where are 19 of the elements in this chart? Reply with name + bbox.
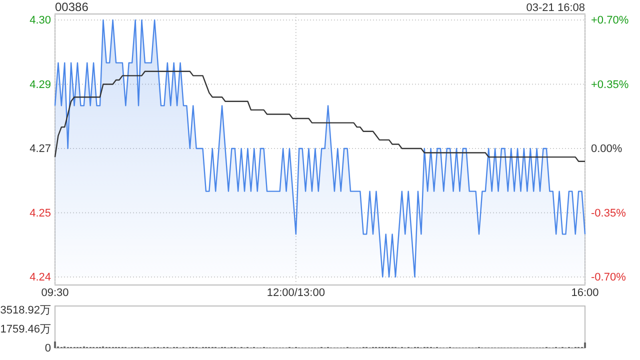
text: 03-21 16:08 [526, 2, 585, 14]
y-tick-label: 4.27 [30, 143, 51, 156]
y-tick-label: 0 [44, 342, 51, 355]
y-tick-label: 3518.92万 [0, 304, 51, 317]
x-tick-label: 12:00/13:00 [266, 286, 325, 299]
y-tick-label: 4.25 [30, 207, 51, 220]
y2-tick-label: +0.35% [591, 78, 629, 91]
y2-tick-label: 0.00% [591, 143, 622, 156]
line-series [54, 70, 586, 162]
y-tick-label: 4.24 [30, 272, 51, 284]
y-tick-label: 1759.46万 [0, 324, 51, 336]
chart-title: 00386 [55, 0, 89, 14]
y-tick-label: 4.30 [30, 14, 51, 27]
y2-tick-label: +0.70% [591, 14, 629, 27]
y2-tick-label: -0.70% [591, 272, 626, 284]
y-tick-label: 4.29 [30, 78, 51, 91]
x-tick-label: 09:30 [41, 286, 69, 299]
x-tick-label: 16:00 [571, 286, 599, 299]
y2-tick-label: -0.35% [591, 207, 626, 220]
